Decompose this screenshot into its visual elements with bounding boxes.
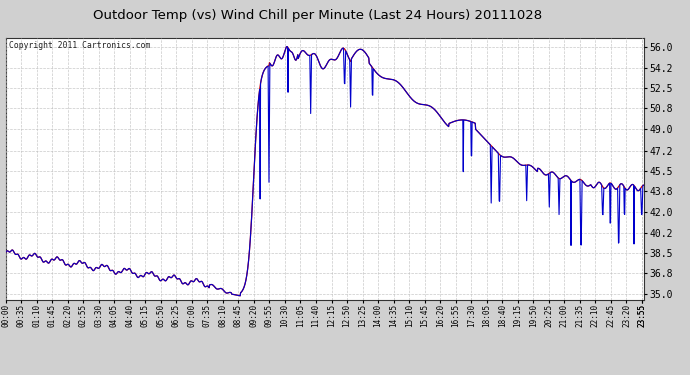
Text: Outdoor Temp (vs) Wind Chill per Minute (Last 24 Hours) 20111028: Outdoor Temp (vs) Wind Chill per Minute … [93,9,542,22]
Text: Copyright 2011 Cartronics.com: Copyright 2011 Cartronics.com [9,42,150,51]
